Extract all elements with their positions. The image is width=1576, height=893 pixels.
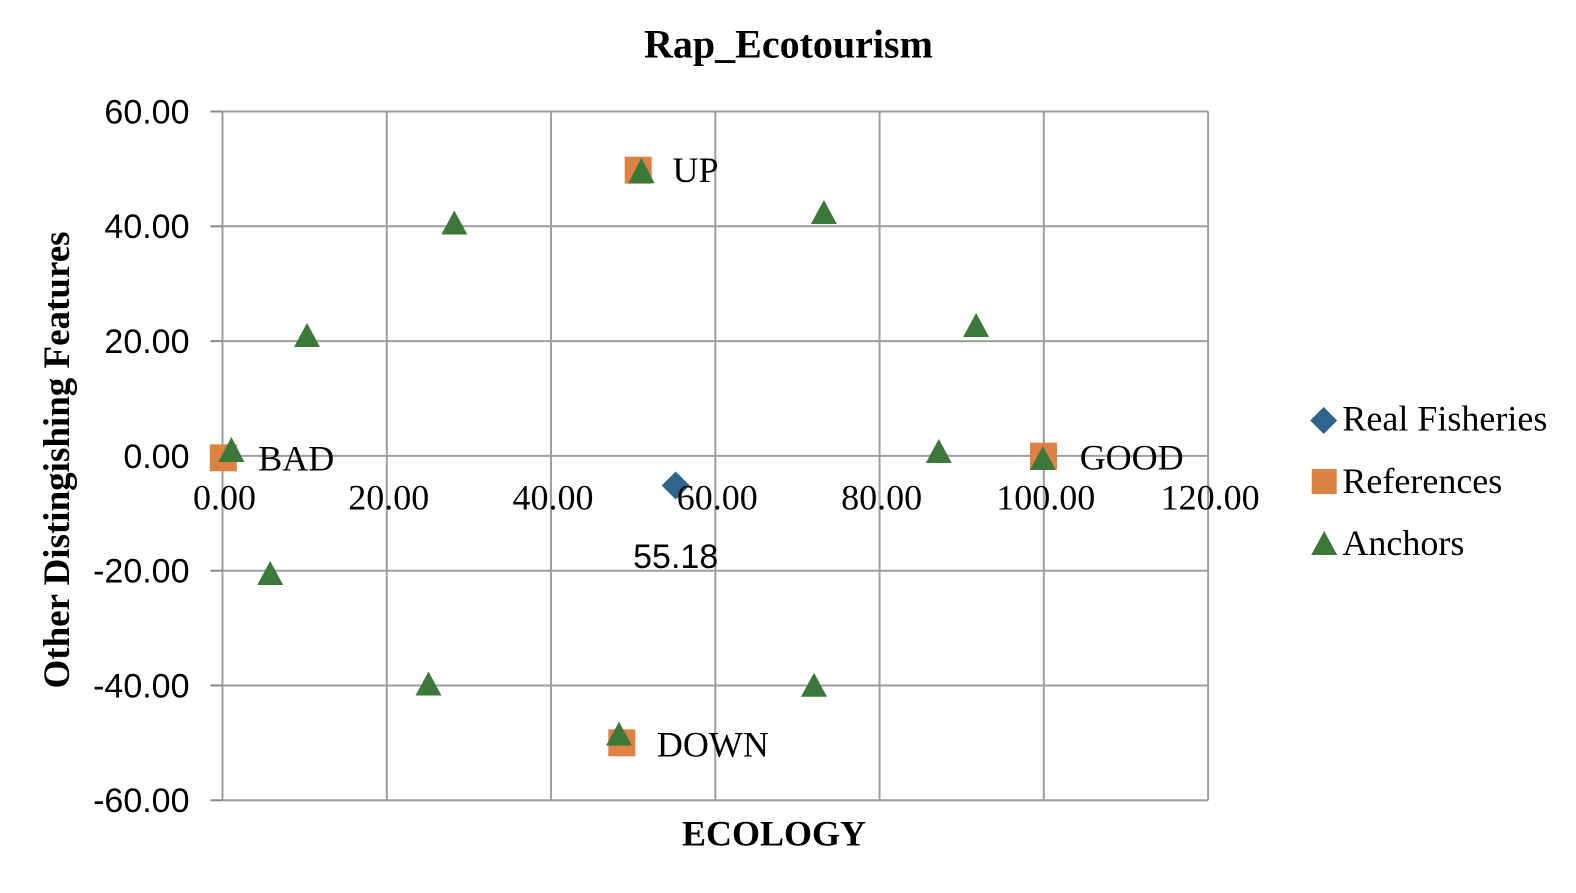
svg-text:120.00: 120.00 [1161,478,1260,518]
svg-text:Other Distingishing Features: Other Distingishing Features [37,231,78,688]
svg-text:60.00: 60.00 [677,478,758,518]
svg-text:40.00: 40.00 [513,478,594,518]
svg-text:BAD: BAD [258,439,334,479]
svg-text:UP: UP [673,150,719,190]
svg-text:-20.00: -20.00 [93,553,189,591]
svg-text:80.00: 80.00 [841,478,922,518]
svg-text:55.18: 55.18 [633,538,718,576]
svg-text:0.00: 0.00 [193,478,256,518]
svg-text:60.00: 60.00 [104,93,189,131]
svg-text:Real Fisheries: Real Fisheries [1342,398,1547,438]
svg-text:GOOD: GOOD [1080,438,1184,478]
svg-text:Anchors: Anchors [1342,523,1464,563]
svg-text:20.00: 20.00 [104,323,189,361]
svg-text:Rap_Ecotourism: Rap_Ecotourism [644,22,933,67]
svg-text:-40.00: -40.00 [93,667,189,705]
svg-text:100.00: 100.00 [996,478,1095,518]
svg-text:DOWN: DOWN [657,725,769,765]
svg-text:References: References [1342,461,1502,501]
svg-text:20.00: 20.00 [348,478,429,518]
svg-text:ECOLOGY: ECOLOGY [682,814,866,854]
svg-text:0.00: 0.00 [123,438,189,476]
svg-text:-60.00: -60.00 [93,782,189,820]
svg-text:40.00: 40.00 [104,208,189,246]
